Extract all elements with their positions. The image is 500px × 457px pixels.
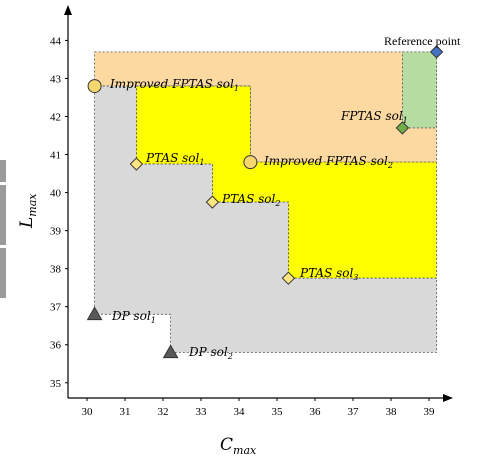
x-tick-label: 39 [424, 406, 436, 418]
ptas-1-marker [129, 157, 144, 171]
ptas-3-label: PTAS sol3 [299, 266, 358, 282]
region-yellow [136, 86, 437, 279]
region-green-outline [401, 51, 438, 129]
x-tick-label: 31 [120, 406, 131, 418]
left-edge-strip-middle [0, 185, 6, 245]
solution-points [86, 45, 444, 359]
y-tick-label: 39 [50, 226, 62, 238]
dp-1-marker [86, 306, 103, 321]
x-tick-label: 35 [272, 406, 284, 418]
x-tick-label: 33 [196, 406, 208, 418]
y-tick-label: 41 [50, 150, 61, 162]
ptas-2-label: PTAS sol2 [221, 192, 280, 208]
ptas-2-marker [205, 195, 220, 209]
reference-point-label: Reference point [384, 34, 461, 48]
x-tick-label: 30 [82, 406, 94, 418]
left-edge-strip-upper [0, 160, 6, 182]
point-labels: Improved FPTAS sol1 Improved FPTAS sol2 FP… [109, 77, 408, 361]
fptas-1-marker [395, 121, 410, 135]
improved-fptas-2-marker [243, 155, 258, 170]
y-tick-label: 43 [50, 73, 62, 85]
y-tick-label: 38 [50, 264, 62, 276]
x-tick-label: 32 [158, 406, 169, 418]
y-tick-label: 37 [50, 302, 62, 314]
dominated-regions [94, 51, 438, 353]
region-orange [94, 51, 437, 163]
y-tick-label: 40 [50, 188, 62, 200]
y-axis-label: Lmax [17, 193, 39, 229]
x-axis-label: Cmax [220, 435, 257, 457]
x-tick-label: 36 [310, 406, 322, 418]
y-tick-label: 42 [50, 112, 61, 124]
x-tick-label: 38 [386, 406, 398, 418]
improved-fptas-1-marker [87, 79, 102, 94]
improved-fptas-2-label: Improved FPTAS sol2 [263, 154, 393, 170]
region-green [402, 51, 437, 128]
x-tick-label: 37 [348, 406, 360, 418]
y-tick-label: 35 [50, 378, 62, 390]
ptas-3-marker [281, 271, 296, 285]
ptas-1-label: PTAS sol1 [145, 151, 204, 167]
ticks: 30 31 32 33 34 35 36 37 38 39 35 36 37 38 39 40 41 42 43 44 [50, 35, 435, 418]
reference-point-marker [429, 45, 444, 59]
y-tick-label: 36 [50, 340, 62, 352]
region-gray [94, 86, 437, 353]
axes [64, 5, 453, 402]
fptas-1-label: FPTAS sol1 [340, 109, 408, 125]
dp-2-label: DP sol2 [188, 345, 233, 361]
y-tick-label: 44 [50, 35, 62, 47]
dp-2-marker [162, 344, 179, 359]
left-edge-strip-lower [0, 248, 6, 298]
improved-fptas-1-label: Improved FPTAS sol1 [109, 77, 239, 93]
dp-1-label: DP sol1 [111, 309, 156, 325]
x-tick-label: 34 [234, 406, 246, 418]
